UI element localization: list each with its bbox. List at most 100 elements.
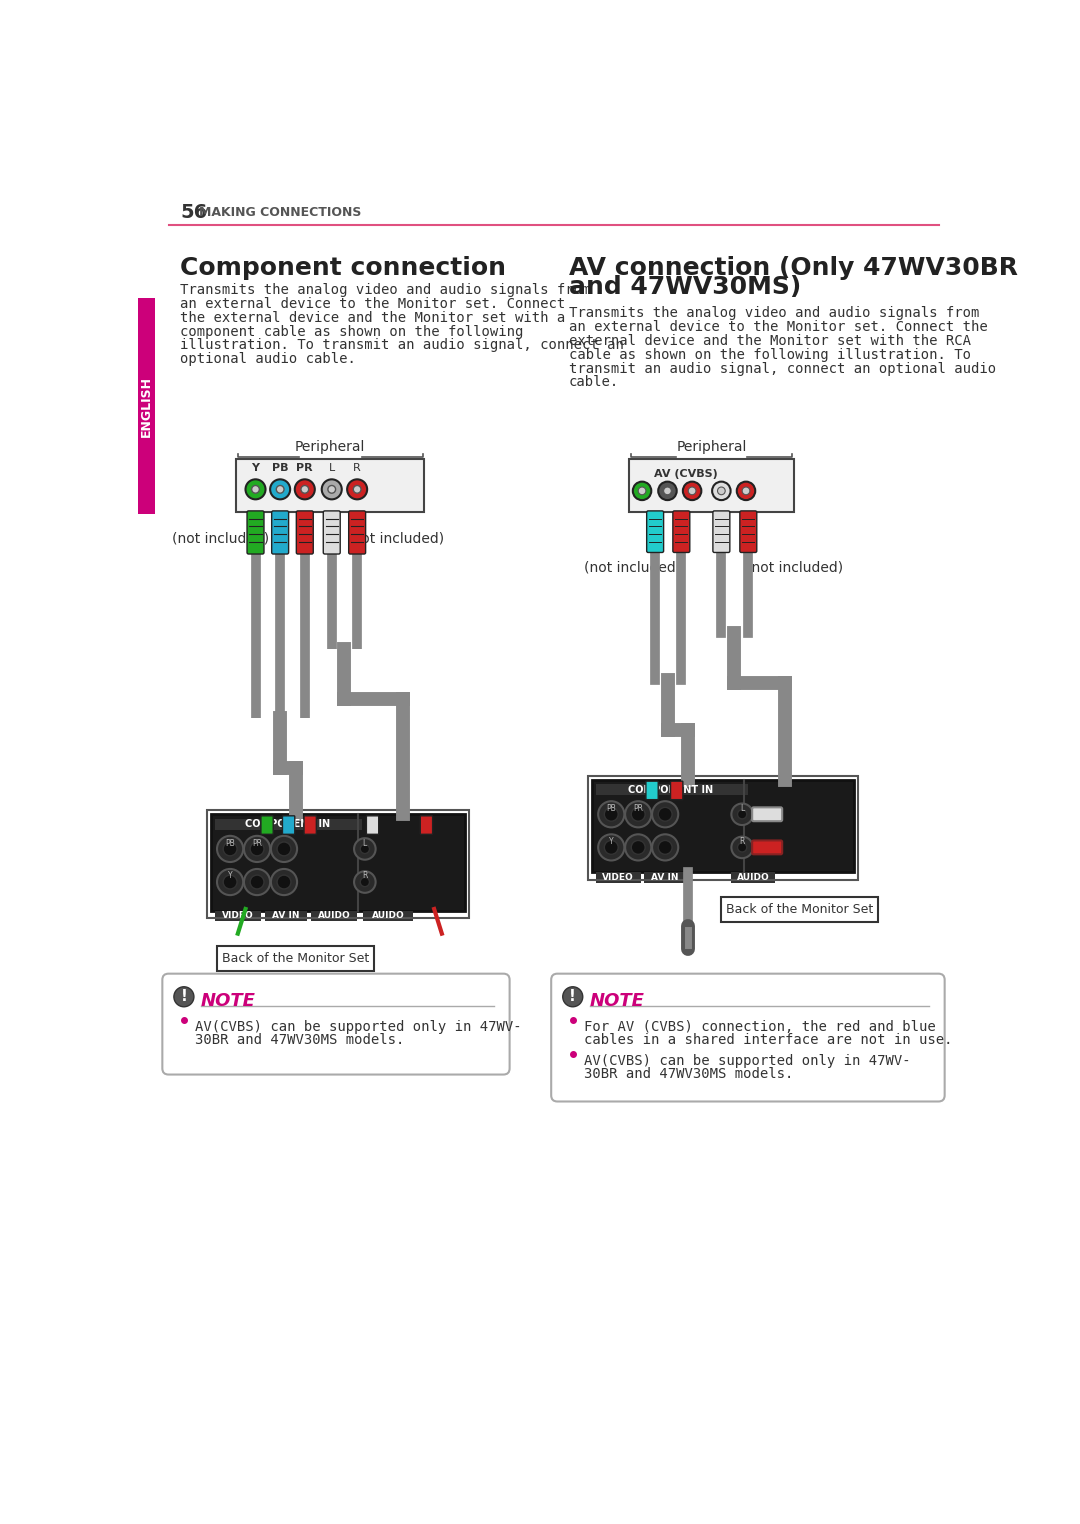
FancyBboxPatch shape: [311, 910, 357, 922]
FancyBboxPatch shape: [596, 785, 747, 796]
Text: MAKING CONNECTIONS: MAKING CONNECTIONS: [200, 206, 362, 218]
Circle shape: [688, 488, 696, 495]
Circle shape: [563, 986, 583, 1007]
Text: NOTE: NOTE: [590, 992, 645, 1010]
Circle shape: [244, 869, 270, 895]
Text: transmit an audio signal, connect an optional audio: transmit an audio signal, connect an opt…: [569, 361, 996, 375]
Circle shape: [301, 486, 309, 494]
Text: Transmits the analog video and audio signals from: Transmits the analog video and audio sig…: [569, 306, 980, 320]
Circle shape: [217, 869, 243, 895]
Circle shape: [361, 844, 369, 853]
Circle shape: [742, 488, 750, 495]
Text: an external device to the Monitor set. Connect the: an external device to the Monitor set. C…: [569, 320, 987, 334]
Circle shape: [638, 488, 646, 495]
Circle shape: [353, 486, 361, 494]
Text: For AV (CVBS) connection, the red and blue: For AV (CVBS) connection, the red and bl…: [583, 1020, 935, 1033]
Text: AV (CVBS): AV (CVBS): [653, 469, 717, 480]
FancyBboxPatch shape: [211, 814, 465, 910]
Circle shape: [322, 480, 341, 500]
FancyBboxPatch shape: [740, 511, 757, 553]
Text: Y: Y: [252, 463, 259, 472]
FancyBboxPatch shape: [551, 974, 945, 1102]
Circle shape: [224, 841, 237, 856]
FancyBboxPatch shape: [349, 511, 366, 555]
Circle shape: [347, 480, 367, 500]
FancyBboxPatch shape: [265, 910, 307, 922]
Circle shape: [731, 803, 753, 824]
Text: PR: PR: [297, 463, 313, 472]
Circle shape: [244, 835, 270, 863]
Text: Y: Y: [228, 872, 232, 881]
Text: AUIDO: AUIDO: [737, 873, 769, 882]
Circle shape: [598, 802, 624, 828]
FancyBboxPatch shape: [721, 898, 878, 922]
Text: AUIDO: AUIDO: [318, 911, 350, 920]
FancyBboxPatch shape: [671, 782, 683, 800]
Circle shape: [278, 875, 291, 888]
Circle shape: [278, 841, 291, 856]
Text: COMPONENT IN: COMPONENT IN: [627, 785, 713, 794]
Circle shape: [663, 488, 672, 495]
Text: VIDEO: VIDEO: [603, 873, 634, 882]
FancyBboxPatch shape: [162, 974, 510, 1074]
Text: 56: 56: [180, 203, 207, 221]
Circle shape: [632, 840, 645, 855]
Circle shape: [625, 802, 651, 828]
Circle shape: [625, 834, 651, 861]
Text: AV(CVBS) can be supported only in 47WV-: AV(CVBS) can be supported only in 47WV-: [194, 1020, 522, 1033]
Text: and 47WV30MS): and 47WV30MS): [569, 276, 801, 299]
Text: Peripheral: Peripheral: [676, 440, 746, 454]
Text: (not included): (not included): [746, 561, 843, 575]
Text: the external device and the Monitor set with a: the external device and the Monitor set …: [180, 311, 565, 325]
Circle shape: [354, 838, 376, 860]
Text: (not included): (not included): [347, 532, 444, 546]
Text: AV(CVBS) can be supported only in 47WV-: AV(CVBS) can be supported only in 47WV-: [583, 1053, 910, 1068]
Text: PB: PB: [226, 840, 235, 847]
FancyBboxPatch shape: [646, 782, 658, 800]
Text: optional audio cable.: optional audio cable.: [180, 352, 356, 366]
Circle shape: [738, 843, 746, 852]
FancyBboxPatch shape: [730, 872, 775, 882]
Text: !: !: [180, 989, 187, 1004]
Text: L: L: [363, 840, 367, 847]
Circle shape: [251, 875, 264, 888]
Text: L: L: [740, 805, 744, 814]
Text: 30BR and 47WV30MS models.: 30BR and 47WV30MS models.: [194, 1033, 404, 1047]
Circle shape: [252, 486, 259, 494]
Text: cables in a shared interface are not in use.: cables in a shared interface are not in …: [583, 1033, 953, 1047]
Circle shape: [328, 486, 336, 494]
Text: cable as shown on the following illustration. To: cable as shown on the following illustra…: [569, 347, 971, 361]
Text: Back of the Monitor Set: Back of the Monitor Set: [726, 904, 874, 916]
Text: ENGLISH: ENGLISH: [139, 376, 152, 437]
FancyBboxPatch shape: [217, 946, 374, 971]
Text: R: R: [740, 837, 745, 846]
Text: !: !: [569, 989, 577, 1004]
Text: L: L: [328, 463, 335, 472]
Text: Back of the Monitor Set: Back of the Monitor Set: [221, 952, 369, 965]
Circle shape: [245, 480, 266, 500]
FancyBboxPatch shape: [752, 840, 782, 855]
FancyBboxPatch shape: [629, 459, 794, 512]
FancyBboxPatch shape: [752, 808, 782, 821]
Circle shape: [652, 834, 678, 861]
Text: cable.: cable.: [569, 375, 619, 389]
Circle shape: [683, 482, 701, 500]
Circle shape: [354, 872, 376, 893]
FancyBboxPatch shape: [366, 815, 379, 834]
Text: component cable as shown on the following: component cable as shown on the followin…: [180, 325, 524, 338]
FancyBboxPatch shape: [420, 815, 433, 834]
FancyBboxPatch shape: [283, 815, 295, 834]
FancyBboxPatch shape: [713, 511, 730, 553]
Text: Component connection: Component connection: [180, 256, 507, 280]
Circle shape: [295, 480, 314, 500]
Circle shape: [738, 809, 746, 818]
FancyBboxPatch shape: [272, 511, 288, 555]
Circle shape: [251, 841, 264, 856]
Text: PB: PB: [272, 463, 288, 472]
Circle shape: [605, 840, 618, 855]
Text: external device and the Monitor set with the RCA: external device and the Monitor set with…: [569, 334, 971, 347]
Circle shape: [270, 480, 291, 500]
Circle shape: [658, 808, 672, 821]
Text: Transmits the analog video and audio signals from: Transmits the analog video and audio sig…: [180, 283, 591, 297]
Text: AV IN: AV IN: [272, 911, 299, 920]
